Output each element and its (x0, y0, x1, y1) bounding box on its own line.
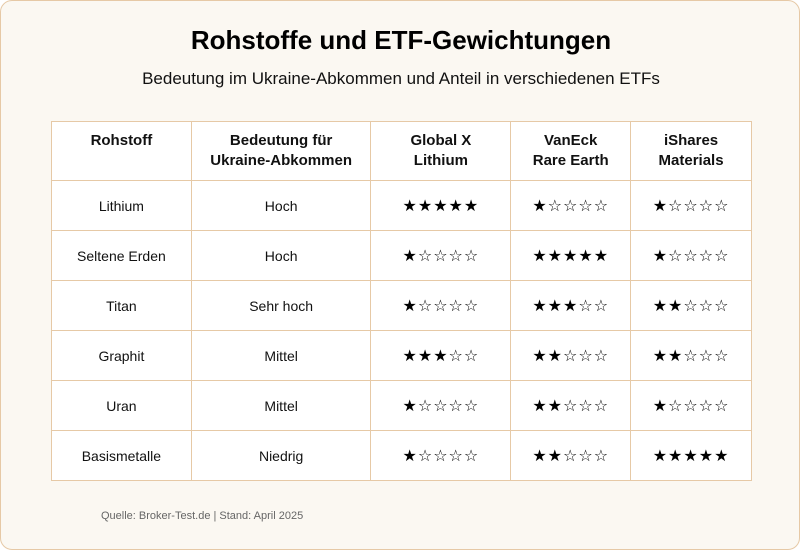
table-row: Uran Mittel ★☆☆☆☆ ★★☆☆☆ ★☆☆☆☆ (51, 380, 752, 431)
header-bedeutung: Bedeutung für Ukraine-Abkommen (190, 121, 372, 181)
cell-rohstoff: Uran (51, 380, 192, 431)
cell-global-x-rating: ★☆☆☆☆ (370, 380, 512, 431)
header-ishares-line2: Materials (658, 152, 724, 169)
cell-ishares-rating: ★☆☆☆☆ (630, 380, 752, 431)
cell-vaneck-rating: ★☆☆☆☆ (510, 180, 632, 231)
header-rohstoff: Rohstoff (51, 121, 192, 181)
cell-ishares-rating: ★★☆☆☆ (630, 280, 752, 331)
cell-ishares-rating: ★★☆☆☆ (630, 330, 752, 381)
cell-rohstoff: Titan (51, 280, 192, 331)
cell-vaneck-rating: ★★★☆☆ (510, 280, 632, 331)
cell-vaneck-rating: ★★☆☆☆ (510, 430, 632, 481)
cell-global-x-rating: ★★★☆☆ (370, 330, 512, 381)
cell-bedeutung: Sehr hoch (190, 280, 372, 331)
header-bedeutung-line2: Ukraine-Abkommen (210, 152, 352, 169)
page-title: Rohstoffe und ETF-Gewichtungen (190, 25, 612, 55)
table-row: Titan Sehr hoch ★☆☆☆☆ ★★★☆☆ ★★☆☆☆ (51, 280, 752, 331)
commodity-etf-table: Rohstoff Bedeutung für Ukraine-Abkommen … (51, 121, 752, 481)
header-vaneck: VanEck Rare Earth (510, 121, 632, 181)
cell-ishares-rating: ★★★★★ (630, 430, 752, 481)
source-note: Quelle: Broker-Test.de | Stand: April 20… (101, 510, 304, 522)
cell-global-x-rating: ★☆☆☆☆ (370, 430, 512, 481)
cell-rohstoff: Basismetalle (51, 430, 192, 481)
cell-global-x-rating: ★☆☆☆☆ (370, 230, 512, 281)
header-global-x-line2: Lithium (413, 152, 468, 169)
cell-bedeutung: Niedrig (190, 430, 372, 481)
header-vaneck-line2: Rare Earth (532, 152, 609, 169)
header-rohstoff-line1: Rohstoff (90, 132, 153, 149)
cell-bedeutung: Mittel (190, 330, 372, 381)
table-header-row: Rohstoff Bedeutung für Ukraine-Abkommen … (51, 121, 752, 181)
cell-vaneck-rating: ★★☆☆☆ (510, 380, 632, 431)
cell-vaneck-rating: ★★★★★ (510, 230, 632, 281)
cell-rohstoff: Seltene Erden (51, 230, 192, 281)
cell-bedeutung: Hoch (190, 180, 372, 231)
header-vaneck-line1: VanEck (544, 132, 598, 149)
header-bedeutung-line1: Bedeutung für (229, 132, 333, 149)
cell-rohstoff: Graphit (51, 330, 192, 381)
cell-bedeutung: Mittel (190, 380, 372, 431)
page-subtitle: Bedeutung im Ukraine-Abkommen und Anteil… (142, 69, 660, 88)
header-global-x-line1: Global X (410, 132, 472, 149)
cell-rohstoff: Lithium (51, 180, 192, 231)
cell-ishares-rating: ★☆☆☆☆ (630, 230, 752, 281)
header-ishares: iShares Materials (630, 121, 752, 181)
table-row: Basismetalle Niedrig ★☆☆☆☆ ★★☆☆☆ ★★★★★ (51, 430, 752, 481)
table-row: Lithium Hoch ★★★★★ ★☆☆☆☆ ★☆☆☆☆ (51, 180, 752, 231)
cell-bedeutung: Hoch (190, 230, 372, 281)
table-row: Graphit Mittel ★★★☆☆ ★★☆☆☆ ★★☆☆☆ (51, 330, 752, 381)
cell-ishares-rating: ★☆☆☆☆ (630, 180, 752, 231)
cell-global-x-rating: ★☆☆☆☆ (370, 280, 512, 331)
cell-vaneck-rating: ★★☆☆☆ (510, 330, 632, 381)
header-global-x: Global X Lithium (370, 121, 512, 181)
cell-global-x-rating: ★★★★★ (370, 180, 512, 231)
header-ishares-line1: iShares (663, 132, 719, 149)
table-row: Seltene Erden Hoch ★☆☆☆☆ ★★★★★ ★☆☆☆☆ (51, 230, 752, 281)
